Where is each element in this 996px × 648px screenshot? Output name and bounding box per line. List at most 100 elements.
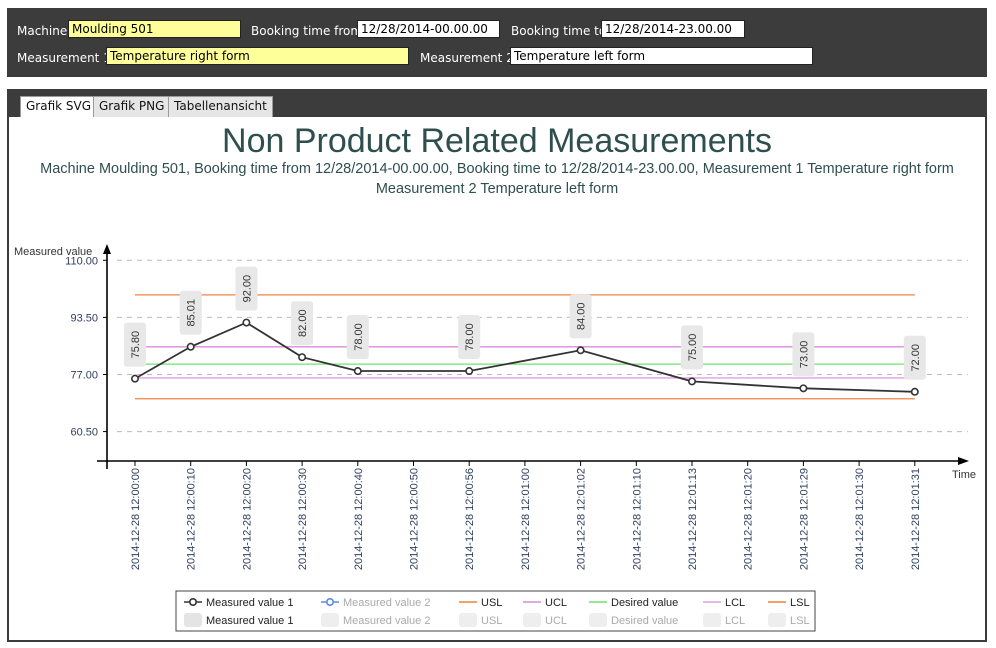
legend-marker — [189, 597, 198, 606]
reference-lines — [135, 294, 915, 400]
tab-grafik-svg[interactable]: Grafik SVG — [20, 96, 98, 118]
chart-subtitle-line2: Measurement 2 Temperature left form — [376, 181, 618, 197]
y-tick-label: 93.50 — [70, 312, 98, 324]
legend-item-label[interactable]: UCL — [545, 597, 567, 609]
x-axis-arrow — [958, 457, 969, 465]
data-label: 82.00 — [297, 309, 309, 337]
legend-toggle-label[interactable]: UCL — [545, 615, 567, 627]
legend-toggle-label[interactable]: USL — [481, 615, 502, 627]
data-label-box — [569, 294, 592, 339]
legend-toggle-label[interactable]: LSL — [790, 615, 810, 627]
x-tick-label: 2014-12-28 12:01:00 — [520, 468, 532, 570]
tab-grafik-png[interactable]: Grafik PNG — [93, 96, 171, 117]
data-label: 75.80 — [130, 331, 142, 359]
y-tick-label: 77.00 — [70, 369, 98, 381]
legend-toggle-swatch[interactable] — [703, 613, 721, 627]
x-tick-label: 2014-12-28 12:00:56 — [464, 468, 476, 570]
data-point[interactable] — [353, 367, 362, 376]
legend: Measured value 1 Measured value 2 USL UCL De… — [175, 590, 816, 632]
legend-toggle-swatch[interactable] — [523, 613, 541, 627]
legend-toggle-label[interactable]: Measured value 2 — [343, 615, 430, 627]
y-axis-arrow — [103, 244, 111, 254]
x-tick-label: 2014-12-28 12:00:20 — [241, 468, 253, 570]
legend-item-label[interactable]: Desired value — [611, 597, 678, 609]
legend-toggle-label[interactable]: Measured value 1 — [206, 615, 293, 627]
legend-item-label[interactable]: Measured value 2 — [343, 597, 430, 609]
x-tick-label: 2014-12-28 12:01:30 — [854, 468, 866, 570]
x-tick-label: 2014-12-28 12:01:13 — [687, 468, 699, 570]
legend-toggle-label[interactable]: LCL — [725, 615, 745, 627]
data-point[interactable] — [910, 387, 919, 396]
x-tick-label: 2014-12-28 12:00:10 — [186, 468, 198, 570]
data-label: 75.00 — [687, 334, 699, 362]
data-point[interactable] — [799, 384, 808, 393]
data-label-box — [179, 290, 202, 335]
data-point[interactable] — [687, 377, 696, 386]
legend-toggle-swatch[interactable] — [768, 613, 786, 627]
chart-title: Non Product Related Measurements — [222, 122, 772, 160]
legend-item-label[interactable]: LSL — [790, 597, 810, 609]
data-label-box — [792, 332, 815, 377]
data-point[interactable] — [298, 353, 307, 362]
legend-toggle-label[interactable]: Desired value — [611, 615, 678, 627]
tab-tabellenansicht[interactable]: Tabellenansicht — [168, 96, 273, 117]
series-layer: 75.80 85.01 92.00 82.00 78.00 78.00 84.00 75.00… — [124, 266, 926, 396]
axes: 110.00 93.50 77.00 60.50 2014-12-28 12:00:00… — [65, 244, 969, 570]
legend-toggle-swatch[interactable] — [459, 613, 477, 627]
tab-bar: Grafik SVG Grafik PNG Tabellenansicht — [7, 89, 987, 118]
data-label: 72.00 — [910, 344, 922, 372]
legend-item-label[interactable]: LCL — [725, 597, 745, 609]
legend-marker — [325, 597, 334, 606]
legend-item-label[interactable]: Measured value 1 — [206, 597, 293, 609]
data-label-box — [291, 301, 314, 346]
x-tick-label: 2014-12-28 12:01:31 — [910, 468, 922, 570]
x-tick-label: 2014-12-28 12:00:50 — [409, 468, 421, 570]
data-label-box — [235, 266, 258, 311]
x-tick-label: 2014-12-28 12:00:30 — [297, 468, 309, 570]
booking-from-label: Booking time from — [251, 24, 363, 38]
legend-item-label[interactable]: USL — [481, 597, 502, 609]
x-tick-label: 2014-12-28 12:01:10 — [631, 468, 643, 570]
data-label: 78.00 — [464, 323, 476, 351]
data-label: 92.00 — [241, 275, 253, 303]
data-point[interactable] — [465, 367, 474, 376]
data-point[interactable] — [242, 318, 251, 327]
data-label: 85.01 — [186, 299, 198, 327]
y-axis-label: Measured value — [14, 246, 92, 258]
data-point[interactable] — [576, 346, 585, 355]
legend-toggle-swatch[interactable] — [321, 613, 339, 627]
machine-input[interactable]: Moulding 501 — [68, 20, 241, 38]
legend-toggle-swatch[interactable] — [184, 613, 202, 627]
chart-subtitle-line1: Machine Moulding 501, Booking time from … — [40, 161, 954, 177]
series-line-measured-value-1 — [134, 321, 915, 393]
x-axis-label: Time — [952, 469, 976, 481]
booking-from-input[interactable]: 12/28/2014-00.00.00 — [357, 20, 500, 38]
measurement1-label: Measurement 1 — [17, 51, 111, 65]
data-point[interactable] — [186, 342, 195, 351]
data-label: 78.00 — [353, 323, 365, 351]
data-point[interactable] — [131, 374, 140, 383]
filter-panel: Machine Moulding 501 Booking time from 1… — [7, 8, 987, 77]
grid-layer — [117, 259, 968, 433]
data-label: 84.00 — [576, 303, 588, 331]
chart-panel — [7, 117, 987, 642]
data-label-box — [681, 325, 703, 370]
data-label-box — [903, 335, 926, 380]
booking-to-label: Booking time to — [511, 24, 607, 38]
data-label: 73.00 — [798, 341, 810, 369]
legend-toggle-swatch[interactable] — [589, 613, 607, 627]
measurement2-input[interactable]: Temperature left form — [510, 47, 813, 65]
y-tick-label: 60.50 — [70, 427, 98, 439]
booking-to-input[interactable]: 12/28/2014-23.00.00 — [601, 20, 745, 38]
machine-label: Machine — [17, 24, 68, 38]
measurement1-input[interactable]: Temperature right form — [106, 47, 409, 65]
data-label-box — [346, 315, 369, 360]
x-tick-label: 2014-12-28 12:00:00 — [130, 468, 142, 570]
x-tick-label: 2014-12-28 12:01:20 — [743, 468, 755, 570]
y-tick-label: 110.00 — [65, 255, 98, 267]
x-tick-label: 2014-12-28 12:01:02 — [576, 468, 588, 570]
x-tick-label: 2014-12-28 12:01:29 — [798, 468, 810, 570]
data-label-box — [458, 315, 481, 360]
measurement2-label: Measurement 2 — [420, 51, 514, 65]
